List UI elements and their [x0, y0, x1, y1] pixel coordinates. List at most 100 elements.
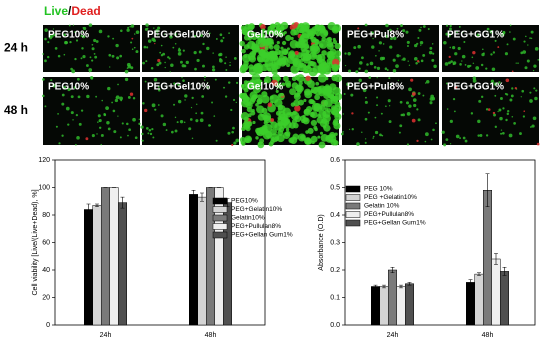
cell-dot: [470, 86, 473, 89]
x-tick-label: 48h: [205, 332, 217, 339]
cell-dot: [374, 130, 379, 135]
cell-dot: [232, 98, 236, 102]
cell-dot: [74, 31, 77, 34]
cell-dot: [297, 89, 302, 95]
error-bar: [390, 266, 395, 274]
cell-dot: [511, 87, 514, 90]
cell-dot: [126, 122, 129, 126]
cell-dot: [380, 112, 383, 115]
cell-dot: [44, 28, 48, 32]
cell-dot: [82, 35, 86, 39]
cell-dot: [72, 119, 74, 121]
cell-dot: [157, 104, 160, 106]
cell-dot: [271, 61, 277, 67]
cell-dot: [44, 105, 47, 108]
cell-dot: [42, 94, 45, 98]
legend-label: PEG+Pullulan8%: [231, 223, 281, 230]
cell-dot: [444, 62, 449, 66]
cell-dot: [274, 136, 280, 142]
cell-dot: [189, 118, 193, 121]
cell-dot: [523, 40, 526, 43]
cell-dot: [407, 60, 409, 62]
cell-dot: [130, 66, 134, 70]
cell-dot: [151, 103, 156, 108]
y-tick-label: 0.1: [330, 294, 340, 301]
cell-dot: [375, 54, 377, 57]
cell-dot: [408, 64, 411, 66]
cell-dot: [74, 57, 77, 61]
error-bar: [382, 284, 386, 289]
cell-dot: [277, 105, 286, 113]
cell-dot: [411, 118, 416, 123]
legend-label: PEG 10%: [364, 186, 393, 193]
cell-dot: [399, 55, 401, 57]
cell-dot: [358, 67, 361, 70]
cell-dot: [489, 29, 494, 34]
cell-dot: [480, 63, 484, 67]
cell-dot: [424, 132, 429, 137]
cell-dot: [181, 64, 185, 68]
cell-dot: [47, 55, 50, 59]
cell-dot: [105, 106, 109, 110]
cell-dot: [195, 112, 198, 115]
cell-dot: [173, 32, 177, 36]
cell-dot: [294, 105, 301, 112]
cell-dot: [461, 54, 466, 59]
cell-dot: [163, 33, 166, 35]
tile-label: PEG+Gel10%: [147, 82, 210, 93]
cell-dot: [117, 83, 119, 86]
cell-dot: [251, 109, 255, 113]
cell-dot: [199, 118, 204, 123]
cell-dot: [117, 115, 119, 117]
legend-swatch: [212, 223, 228, 230]
cell-dot: [235, 101, 238, 104]
cell-dot: [310, 135, 318, 143]
cell-dot: [408, 104, 412, 108]
y-tick-label: 80: [42, 212, 50, 219]
cell-dot: [348, 69, 352, 73]
cell-dot: [97, 114, 101, 118]
cell-dot: [385, 34, 389, 38]
cell-dot: [82, 55, 86, 59]
cell-dot: [169, 35, 173, 39]
cell-dot: [127, 95, 131, 99]
error-bar: [95, 203, 99, 208]
cell-dot: [107, 86, 111, 91]
cell-dot: [425, 80, 430, 84]
cell-dot: [73, 86, 77, 89]
cell-dot: [334, 112, 340, 118]
cell-dot: [340, 132, 344, 136]
cell-dot: [112, 109, 116, 113]
cell-dot: [450, 60, 453, 63]
cell-dot: [364, 100, 368, 104]
cell-dot: [120, 29, 123, 33]
cell-dot: [250, 32, 259, 40]
cell-dot: [446, 108, 449, 110]
cell-dot: [534, 96, 538, 101]
cell-dot: [522, 50, 527, 54]
cell-dot: [53, 33, 57, 37]
cell-dot: [57, 113, 59, 115]
cell-dot: [511, 70, 514, 73]
cell-dot: [179, 60, 183, 64]
cell-dot: [299, 134, 306, 141]
cell-dot: [534, 46, 539, 51]
cell-dot: [415, 62, 418, 65]
cell-dot: [58, 142, 61, 145]
cell-dot: [129, 92, 134, 96]
cell-dot: [355, 70, 359, 74]
cell-dot: [213, 115, 216, 117]
cell-dot: [406, 45, 409, 48]
cell-dot: [485, 108, 489, 111]
cell-dot: [81, 31, 84, 33]
y-axis-title: Cell viability [Live/(Live+Dead), %]: [32, 189, 39, 295]
cell-dot: [203, 76, 206, 79]
cell-dot: [275, 89, 279, 93]
cell-dot: [232, 126, 235, 130]
cell-dot: [193, 34, 197, 38]
y-tick-label: 0: [46, 322, 50, 329]
cell-dot: [332, 95, 339, 103]
live-label: Live: [44, 4, 68, 18]
cell-dot: [364, 117, 368, 121]
